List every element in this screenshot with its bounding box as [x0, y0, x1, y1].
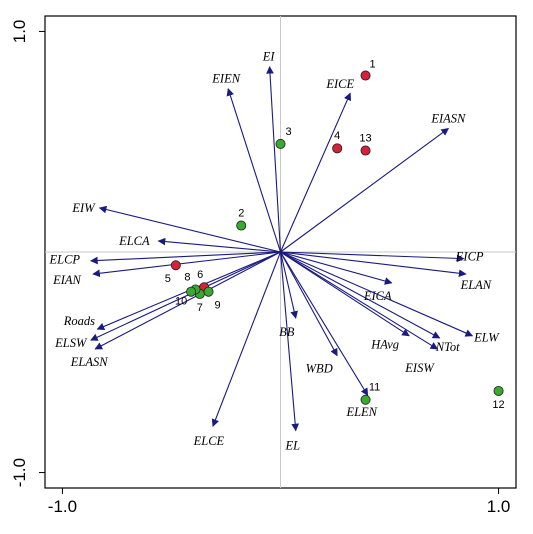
vector-label: ELEN: [345, 405, 377, 419]
site-point-label: 3: [285, 126, 291, 138]
vector-arrow: [280, 251, 393, 285]
x-tick-label: 1.0: [487, 497, 511, 516]
vector-arrow: [279, 251, 300, 432]
vector-label: HAvg: [370, 338, 399, 352]
site-point-label: 12: [492, 399, 504, 411]
vector-layer: EIEN EI EICE EIASN EIW ELCA ELCP EIAN Roads ELSW E…: [49, 50, 501, 453]
site-point-label: 8: [184, 271, 190, 283]
vector-arrow: [157, 237, 281, 253]
vector-label: NTot: [435, 340, 460, 354]
vector-arrow: [280, 251, 474, 337]
vector-arrow: [279, 251, 298, 319]
site-point-label: 1: [369, 58, 375, 70]
vector-arrow: [280, 251, 441, 339]
vector-arrow: [280, 251, 338, 357]
vector-label: EL: [284, 439, 300, 453]
vector-label: ELSW: [54, 336, 88, 350]
site-point-label: 9: [214, 300, 220, 312]
vector-label: ELCP: [49, 253, 81, 267]
vector-label: EICE: [325, 77, 354, 91]
site-point: [493, 385, 504, 396]
site-point: [360, 70, 371, 81]
vector-arrow: [280, 251, 369, 397]
vector-label: EIAN: [52, 273, 81, 287]
vector-arrow: [280, 251, 467, 278]
vector-arrow: [98, 205, 281, 253]
site-point-label: 6: [197, 269, 203, 281]
site-point: [275, 138, 286, 149]
vector-label: WBD: [306, 362, 333, 376]
vector-label: ELCA: [118, 234, 150, 248]
vector-label: ELAN: [460, 278, 492, 292]
x-tick-label: -1.0: [48, 497, 77, 516]
vector-label: ELCE: [193, 434, 225, 448]
vector-label: EIW: [71, 201, 96, 215]
site-point-label: 4: [334, 130, 340, 142]
vector-arrow: [280, 251, 410, 337]
vector-arrow: [90, 251, 281, 341]
vector-arrow: [266, 65, 282, 253]
vector-label: EIASN: [430, 111, 466, 125]
site-point-label: 13: [359, 132, 371, 144]
vector-label: EISW: [404, 361, 435, 375]
vector-arrow: [94, 251, 281, 350]
vector-label: EIEN: [211, 72, 240, 86]
vector-arrow: [280, 251, 465, 263]
vector-arrow: [280, 251, 439, 350]
site-point: [236, 220, 247, 231]
site-point: [360, 145, 371, 156]
y-tick-label: 1.0: [10, 20, 29, 44]
vector-arrow: [90, 251, 281, 265]
site-point-label: 5: [165, 273, 171, 285]
site-point: [203, 286, 214, 297]
vector-arrow: [92, 251, 281, 278]
axis-tick-layer: -1.0 1.0 1.0 -1.0: [10, 20, 510, 516]
site-point-label: 2: [238, 207, 244, 219]
site-point: [186, 286, 197, 297]
site-point-label: 11: [369, 382, 380, 394]
vector-arrow: [280, 128, 450, 253]
vector-label: EICA: [363, 289, 392, 303]
vector-label: ELASN: [70, 355, 108, 369]
vector-arrow: [226, 88, 282, 253]
vector-label: Roads: [63, 314, 95, 328]
vector-label: EI: [262, 50, 276, 64]
site-point-label: 7: [197, 302, 203, 314]
site-point-label: 10: [175, 296, 187, 308]
vector-arrow: [211, 251, 282, 427]
vector-label: ELW: [473, 331, 500, 345]
vector-label: EICP: [455, 249, 484, 263]
site-point: [170, 260, 181, 271]
site-point: [332, 143, 343, 154]
vector-arrow: [279, 92, 352, 253]
site-point: [360, 394, 371, 405]
y-tick-label: -1.0: [10, 458, 29, 487]
